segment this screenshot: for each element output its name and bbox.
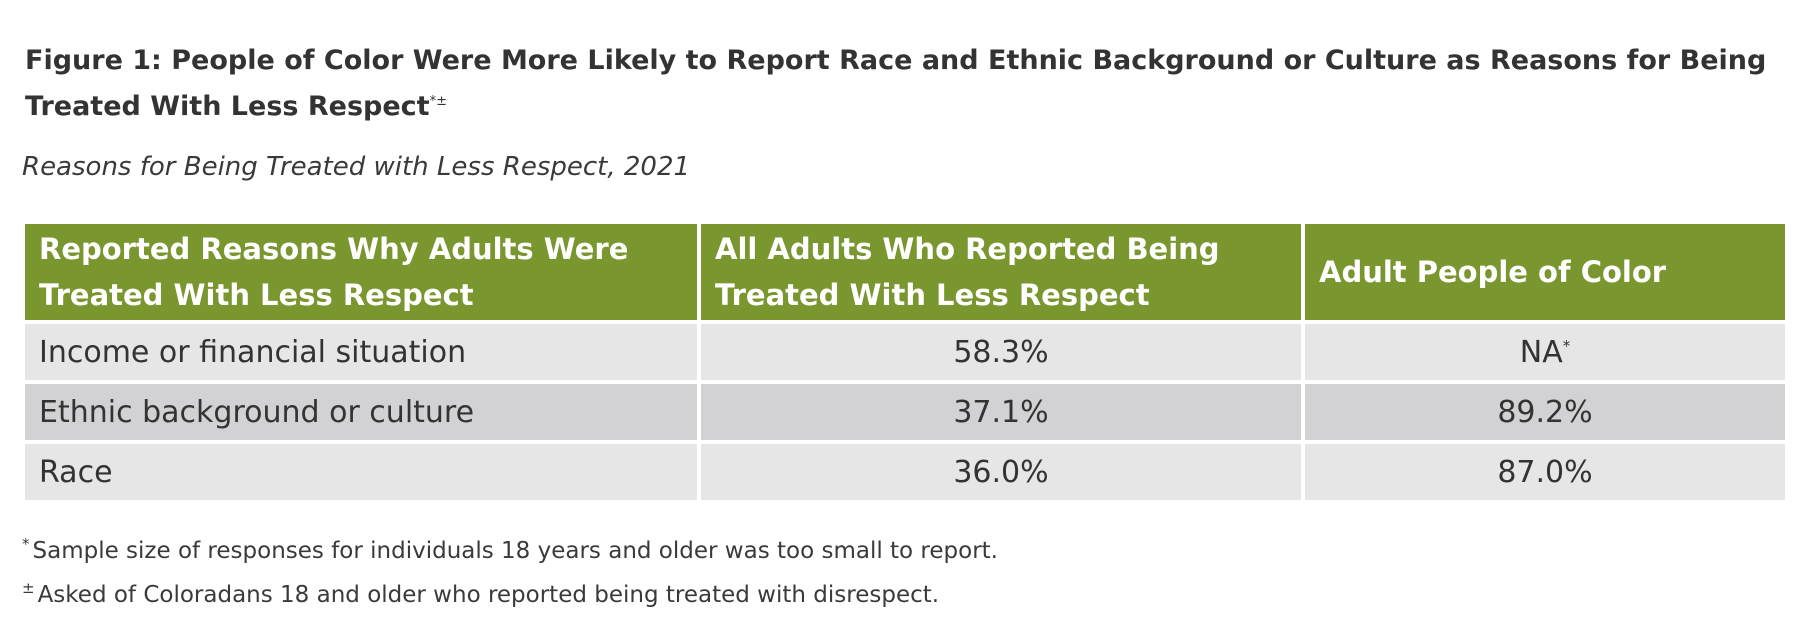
figure-title: Figure 1: People of Color Were More Like… [25, 38, 1785, 130]
cell-people-of-color-value: 87.0% [1497, 454, 1593, 490]
figure-title-text: Figure 1: People of Color Were More Like… [25, 45, 1767, 122]
cell-all-adults: 37.1% [701, 384, 1305, 444]
cell-reason: Income or financial situation [25, 324, 701, 384]
footnote-mark: * [22, 535, 30, 554]
cell-reason: Ethnic background or culture [25, 384, 701, 444]
cell-reason: Race [25, 444, 701, 504]
cell-people-of-color: 87.0% [1305, 444, 1785, 504]
cell-people-of-color-value: 89.2% [1497, 394, 1593, 430]
footnote-mark: ± [22, 579, 35, 598]
footnote-sample-size: * Sample size of responses for individual… [22, 535, 999, 564]
cell-people-of-color-value: NA [1519, 334, 1563, 370]
cell-all-adults: 36.0% [701, 444, 1305, 504]
figure-title-footnote-marks: *± [429, 94, 447, 109]
header-people-of-color: Adult People of Color [1305, 224, 1785, 324]
table-row: Ethnic background or culture 37.1% 89.2% [25, 384, 1785, 444]
cell-people-of-color: 89.2% [1305, 384, 1785, 444]
header-reported-reasons: Reported Reasons Why Adults Were Treated… [25, 224, 701, 324]
footnote-text: Sample size of responses for individuals… [32, 538, 999, 564]
reasons-table: Reported Reasons Why Adults Were Treated… [25, 224, 1785, 504]
table-header-row: Reported Reasons Why Adults Were Treated… [25, 224, 1785, 324]
figure-subtitle: Reasons for Being Treated with Less Resp… [22, 152, 691, 182]
table-row: Income or financial situation 58.3% NA* [25, 324, 1785, 384]
footnote-text: Asked of Coloradans 18 and older who rep… [37, 582, 940, 608]
table-row: Race 36.0% 87.0% [25, 444, 1785, 504]
footnote-asked-of: ± Asked of Coloradans 18 and older who re… [22, 579, 940, 608]
cell-all-adults: 58.3% [701, 324, 1305, 384]
cell-footnote-mark: * [1562, 336, 1571, 355]
cell-people-of-color: NA* [1305, 324, 1785, 384]
header-all-adults: All Adults Who Reported Being Treated Wi… [701, 224, 1305, 324]
